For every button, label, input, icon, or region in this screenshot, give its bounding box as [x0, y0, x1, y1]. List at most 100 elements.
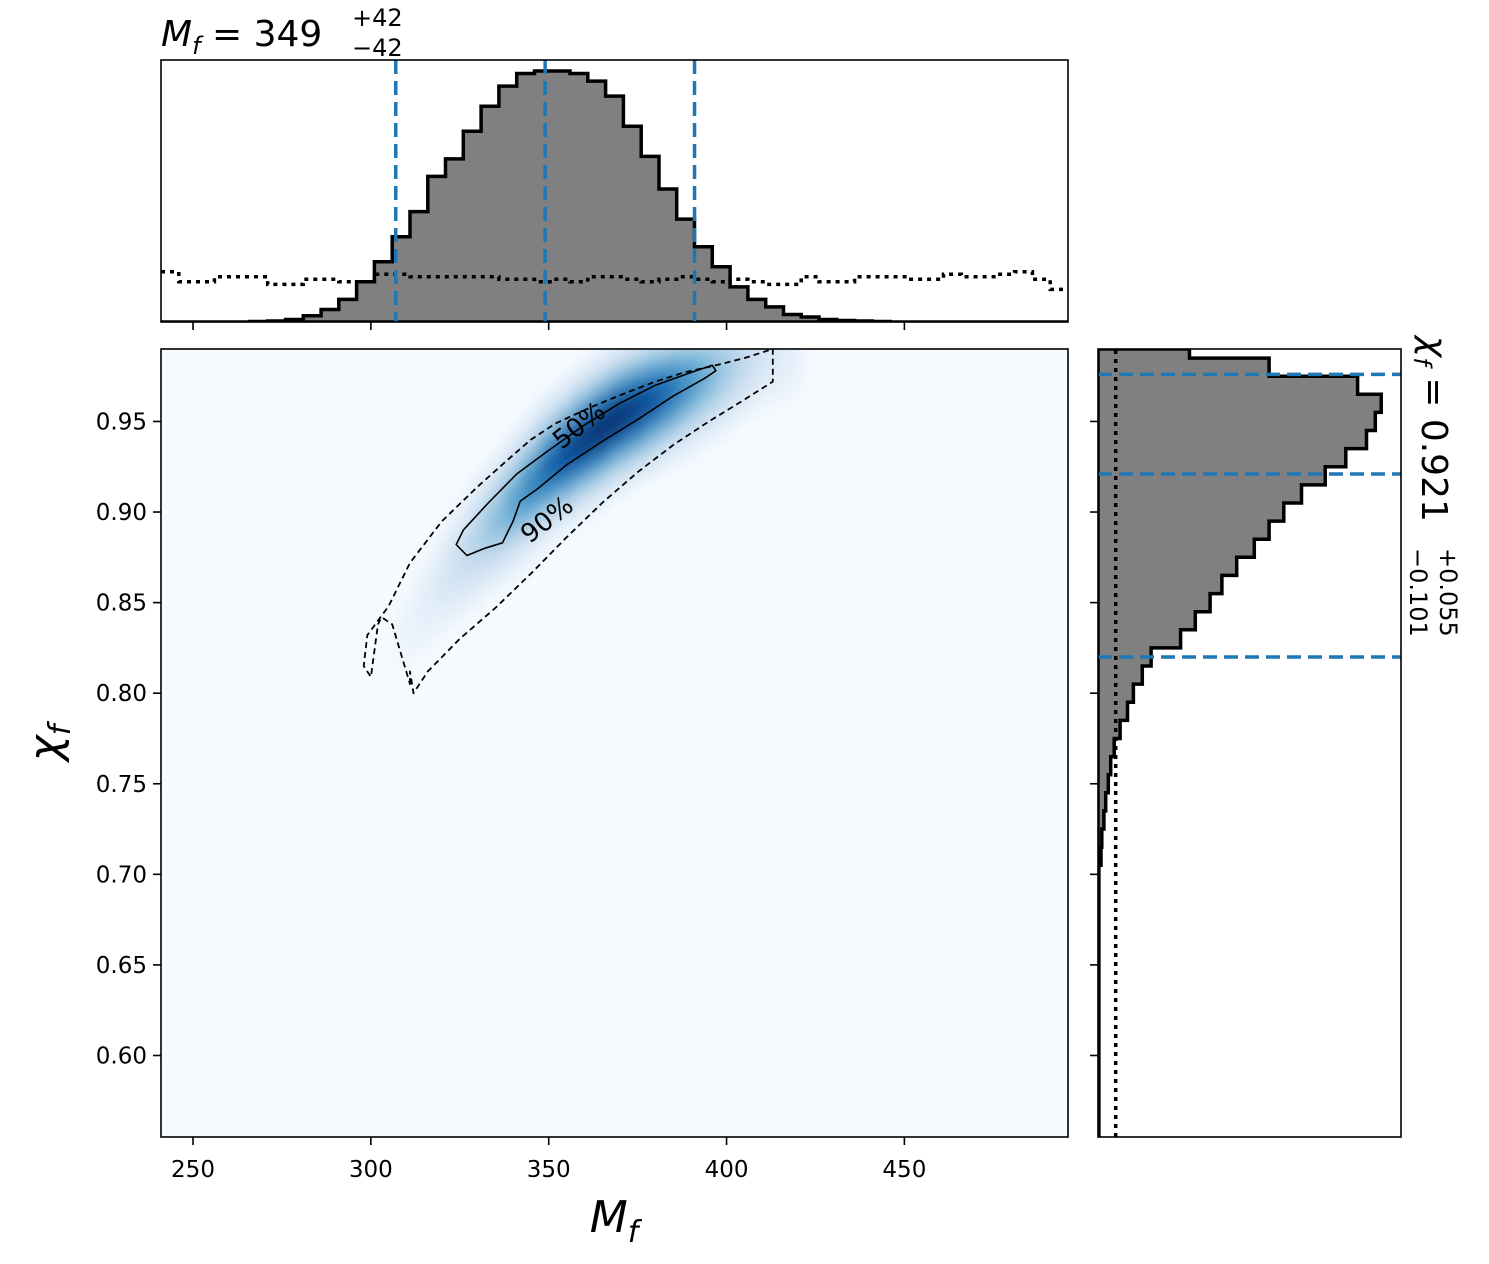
- density-cell: [555, 427, 575, 437]
- density-cell: [573, 368, 592, 379]
- density-cell: [644, 371, 664, 382]
- density-cell: [644, 407, 664, 418]
- density-cell: [502, 477, 521, 488]
- density-cell: [680, 349, 699, 356]
- density-cell: [680, 400, 699, 411]
- posterior-histogram-outline: [161, 69, 1068, 322]
- density-cell: [591, 456, 610, 466]
- density-cell: [626, 362, 646, 373]
- density-cell: [769, 370, 788, 381]
- density-cell: [733, 351, 753, 362]
- density-cell: [698, 339, 716, 349]
- density-heatmap: [395, 323, 806, 670]
- contour-layer: [362, 349, 774, 695]
- density-cell: [662, 363, 681, 374]
- density-cell: [413, 625, 432, 636]
- density-cell: [644, 471, 664, 481]
- y-tick-label: 0.60: [96, 1043, 147, 1069]
- density-cell: [644, 435, 664, 445]
- density-cell: [680, 436, 699, 447]
- density-cell: [715, 422, 735, 432]
- density-cell: [573, 495, 592, 505]
- density-cell: [502, 486, 521, 497]
- density-cell: [431, 592, 450, 603]
- right-histogram: [1098, 349, 1401, 1137]
- density-cell: [573, 513, 592, 524]
- density-cell: [538, 441, 557, 452]
- density-cell: [751, 326, 769, 336]
- density-cell: [466, 477, 486, 488]
- density-cell: [769, 361, 788, 372]
- density-cell: [609, 390, 628, 400]
- density-cell: [502, 441, 521, 452]
- density-cell: [609, 408, 628, 418]
- density-cell: [591, 392, 610, 403]
- density-cell: [609, 435, 628, 445]
- density-cell: [502, 568, 521, 578]
- density-cell: [662, 463, 681, 473]
- density-cell: [555, 409, 575, 419]
- density-cell: [591, 419, 610, 430]
- density-cell: [555, 481, 575, 492]
- density-cell: [733, 360, 753, 371]
- density-cell: [395, 614, 415, 625]
- density-cell: [662, 399, 681, 410]
- density-cell: [751, 349, 770, 354]
- density-cell: [395, 623, 415, 634]
- density-cell: [680, 364, 699, 374]
- density-cell: [431, 601, 450, 612]
- density-cell: [573, 459, 592, 469]
- density-cell: [787, 352, 806, 363]
- joint-y-ticks: 0.60 0.65 0.70 0.75 0.80 0.85 0.90 0.95: [96, 409, 161, 1069]
- density-cell: [769, 352, 788, 363]
- density-cell: [466, 568, 486, 579]
- density-cell: [413, 562, 432, 573]
- density-cell: [591, 349, 610, 358]
- density-cell: [626, 416, 646, 427]
- x-tick-label: 350: [527, 1157, 571, 1183]
- density-cell: [591, 383, 610, 394]
- density-cell: [751, 389, 770, 400]
- density-cell: [502, 559, 521, 569]
- density-cell: [662, 435, 681, 446]
- density-cell: [715, 386, 735, 396]
- density-layer: [395, 323, 806, 670]
- density-cell: [644, 349, 664, 355]
- density-cell: [431, 583, 450, 593]
- density-cell: [520, 541, 539, 551]
- density-cell: [751, 362, 770, 373]
- density-cell: [609, 444, 628, 455]
- density-cell: [626, 444, 646, 454]
- density-cell: [573, 404, 592, 415]
- right-marginal-panel: χf = 0.921 +0.055 −0.101: [1090, 334, 1462, 1138]
- density-cell: [520, 532, 539, 542]
- density-cell: [555, 490, 575, 501]
- density-cell: [538, 532, 557, 542]
- density-cell: [449, 507, 468, 518]
- density-cell: [644, 462, 664, 472]
- density-cell: [680, 418, 699, 429]
- density-cell: [733, 369, 753, 380]
- density-cell: [627, 326, 645, 336]
- density-cell: [538, 432, 557, 442]
- density-cell: [751, 353, 770, 363]
- density-cell: [787, 335, 805, 345]
- density-cell: [609, 462, 628, 473]
- density-cell: [555, 463, 575, 474]
- density-cell: [751, 398, 770, 409]
- density-cell: [395, 632, 415, 643]
- density-cell: [449, 589, 468, 599]
- density-cell: [395, 650, 415, 661]
- density-cell: [751, 407, 770, 418]
- density-cell: [662, 354, 681, 364]
- density-cell: [555, 517, 575, 528]
- density-cell: [680, 409, 699, 420]
- density-cell: [787, 349, 806, 354]
- top-title-lower-error: −42: [352, 34, 403, 62]
- density-cell: [644, 426, 664, 436]
- density-cell: [716, 323, 734, 333]
- density-cell: [573, 504, 592, 514]
- density-cell: [431, 565, 450, 575]
- density-cell: [573, 440, 592, 451]
- density-cell: [538, 486, 557, 497]
